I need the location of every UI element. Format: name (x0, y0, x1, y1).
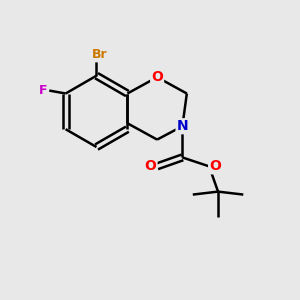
Text: F: F (39, 84, 48, 97)
Text: Br: Br (92, 48, 107, 62)
Text: N: N (177, 119, 188, 133)
Text: O: O (209, 159, 221, 173)
Text: O: O (145, 159, 157, 173)
Text: O: O (151, 70, 163, 84)
